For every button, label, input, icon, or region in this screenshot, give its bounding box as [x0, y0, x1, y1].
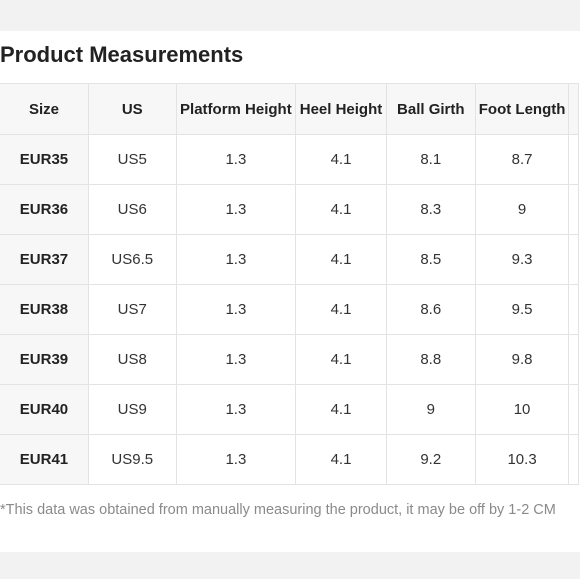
- cell-size: EUR40: [0, 384, 89, 435]
- cell-platform-height: 1.3: [175, 284, 297, 335]
- cell-size: EUR39: [0, 334, 89, 385]
- cell-foot-length: 9.5: [474, 284, 570, 335]
- cell-overflow: [568, 234, 579, 285]
- table-row: EUR38 US7 1.3 4.1 8.6 9.5: [0, 284, 579, 335]
- cell-heel-height: 4.1: [295, 434, 387, 485]
- cell-us: US6: [87, 184, 177, 235]
- table-row: EUR41 US9.5 1.3 4.1 9.2 10.3: [0, 434, 579, 485]
- cell-heel-height: 4.1: [295, 134, 387, 185]
- cell-us: US8: [87, 334, 177, 385]
- cell-foot-length: 9: [474, 184, 570, 235]
- header-us: US: [87, 83, 177, 135]
- header-ball-girth: Ball Girth: [385, 83, 476, 135]
- measurement-disclaimer: *This data was obtained from manually me…: [0, 502, 556, 518]
- cell-ball-girth: 8.3: [385, 184, 476, 235]
- cell-ball-girth: 9.2: [385, 434, 476, 485]
- table-row: EUR39 US8 1.3 4.1 8.8 9.8: [0, 334, 579, 385]
- cell-overflow: [568, 134, 579, 185]
- bottom-band: [0, 552, 580, 579]
- cell-platform-height: 1.3: [175, 184, 297, 235]
- cell-heel-height: 4.1: [295, 284, 387, 335]
- table-row: EUR37 US6.5 1.3 4.1 8.5 9.3: [0, 234, 579, 285]
- cell-ball-girth: 8.5: [385, 234, 476, 285]
- measurements-table: Size US Platform Height Heel Height Ball…: [0, 83, 579, 485]
- cell-platform-height: 1.3: [175, 234, 297, 285]
- table-header-row: Size US Platform Height Heel Height Ball…: [0, 83, 579, 135]
- cell-overflow: [568, 384, 579, 435]
- cell-us: US9.5: [87, 434, 177, 485]
- table-row: EUR36 US6 1.3 4.1 8.3 9: [0, 184, 579, 235]
- cell-heel-height: 4.1: [295, 184, 387, 235]
- cell-us: US6.5: [87, 234, 177, 285]
- cell-overflow: [568, 184, 579, 235]
- page-title: Product Measurements: [0, 42, 244, 67]
- cell-size: EUR41: [0, 434, 89, 485]
- cell-overflow: [568, 434, 579, 485]
- cell-ball-girth: 8.1: [385, 134, 476, 185]
- cell-foot-length: 10: [474, 384, 570, 435]
- cell-heel-height: 4.1: [295, 334, 387, 385]
- cell-ball-girth: 8.8: [385, 334, 476, 385]
- cell-overflow: [568, 284, 579, 335]
- cell-ball-girth: 9: [385, 384, 476, 435]
- cell-foot-length: 9.3: [474, 234, 570, 285]
- cell-heel-height: 4.1: [295, 384, 387, 435]
- cell-size: EUR37: [0, 234, 89, 285]
- cell-size: EUR38: [0, 284, 89, 335]
- cell-us: US7: [87, 284, 177, 335]
- header-overflow: [568, 83, 579, 135]
- header-foot-length: Foot Length: [474, 83, 570, 135]
- cell-overflow: [568, 334, 579, 385]
- cell-platform-height: 1.3: [175, 384, 297, 435]
- cell-size: EUR35: [0, 134, 89, 185]
- cell-us: US9: [87, 384, 177, 435]
- cell-foot-length: 9.8: [474, 334, 570, 385]
- header-size: Size: [0, 83, 89, 135]
- header-platform-height: Platform Height: [175, 83, 297, 135]
- cell-foot-length: 8.7: [474, 134, 570, 185]
- cell-foot-length: 10.3: [474, 434, 570, 485]
- top-band: [0, 0, 580, 31]
- cell-platform-height: 1.3: [175, 134, 297, 185]
- table-row: EUR35 US5 1.3 4.1 8.1 8.7: [0, 134, 579, 185]
- cell-platform-height: 1.3: [175, 434, 297, 485]
- cell-us: US5: [87, 134, 177, 185]
- header-heel-height: Heel Height: [295, 83, 387, 135]
- cell-platform-height: 1.3: [175, 334, 297, 385]
- cell-heel-height: 4.1: [295, 234, 387, 285]
- cell-size: EUR36: [0, 184, 89, 235]
- table-row: EUR40 US9 1.3 4.1 9 10: [0, 384, 579, 435]
- cell-ball-girth: 8.6: [385, 284, 476, 335]
